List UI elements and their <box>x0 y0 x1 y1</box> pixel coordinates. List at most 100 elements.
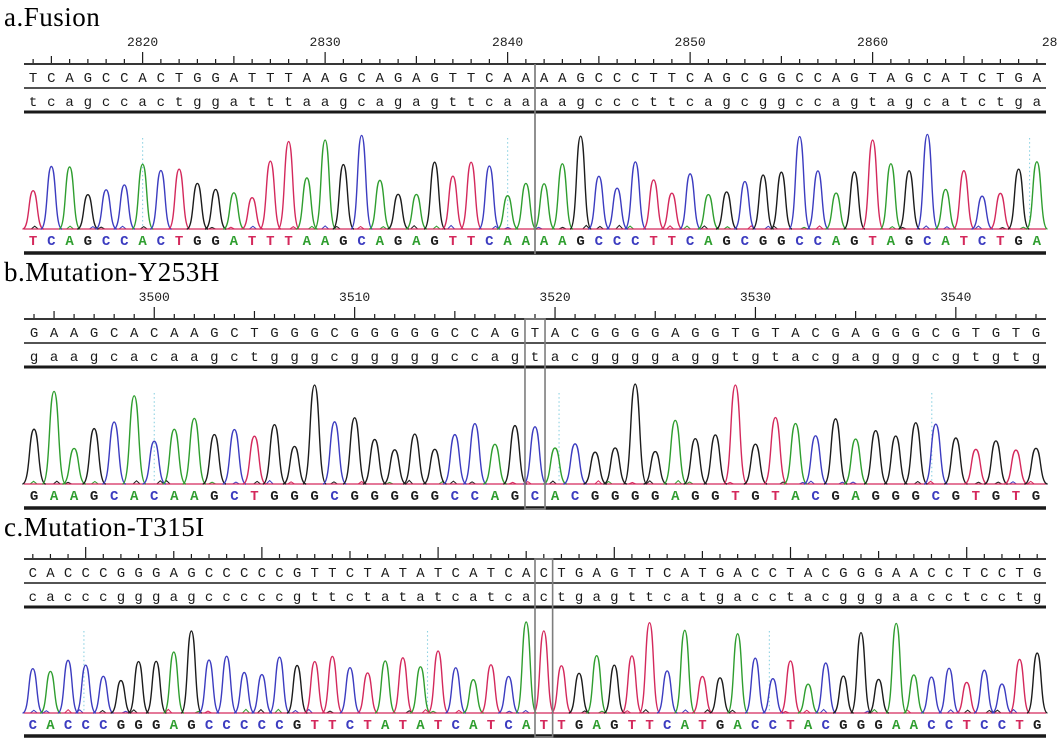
reference-base-lower: g <box>575 590 583 606</box>
reference-base-lower: c <box>471 350 479 366</box>
reference-base: G <box>777 71 785 87</box>
trace-peak <box>444 667 467 714</box>
called-base: T <box>487 718 495 734</box>
called-base: T <box>698 718 706 734</box>
trace-peak <box>182 417 207 485</box>
trace-peak <box>74 664 97 714</box>
reference-base: C <box>205 566 213 582</box>
trace-peak <box>462 422 488 485</box>
trace-peak <box>127 660 150 714</box>
trace-peak <box>642 179 665 230</box>
reference-base-lower: g <box>187 590 195 606</box>
panel-title-mutation-y253h: b.Mutation-Y253H <box>4 257 220 287</box>
trace-peak <box>703 434 728 485</box>
trace-peak <box>362 438 387 485</box>
trace-peak <box>356 672 379 714</box>
reference-base-lower: a <box>832 95 840 111</box>
reference-base: G <box>711 326 719 342</box>
trace-peak <box>303 660 326 714</box>
reference-base-lower: a <box>65 95 73 111</box>
trace-peak <box>241 197 264 230</box>
trace-peak <box>814 662 837 714</box>
reference-base-lower: t <box>248 95 256 111</box>
called-base: C <box>452 718 461 734</box>
reference-base-lower: c <box>504 590 512 606</box>
trace-peak <box>502 424 528 485</box>
called-base: C <box>64 718 73 734</box>
ruler-number: 2850 <box>675 35 706 50</box>
reference-base-lower: t <box>996 95 1004 111</box>
called-base: T <box>1015 718 1023 734</box>
reference-base-lower: g <box>270 350 278 366</box>
mutation-box <box>524 318 546 510</box>
called-base: G <box>777 234 785 250</box>
reference-base-lower: g <box>431 350 439 366</box>
trace-peak <box>302 384 327 485</box>
called-base: A <box>65 234 74 250</box>
trace-peak <box>963 448 988 485</box>
reference-base: T <box>963 566 971 582</box>
reference-base-lower: c <box>346 590 354 606</box>
called-base: T <box>284 234 292 250</box>
reference-base-lower: a <box>412 95 420 111</box>
trace-peak <box>883 435 909 485</box>
reference-base: T <box>649 71 657 87</box>
trace-peak <box>751 174 775 230</box>
trace-peak <box>920 676 943 714</box>
reference-base: T <box>467 71 475 87</box>
reference-base: G <box>117 566 125 582</box>
trace-peak <box>673 629 696 714</box>
reference-base-lower: a <box>46 590 54 606</box>
reference-base: T <box>731 326 739 342</box>
reference-base: G <box>591 326 599 342</box>
reference-base-lower: g <box>751 350 759 366</box>
reference-base: G <box>270 326 278 342</box>
reference-base: G <box>90 326 98 342</box>
ruler-number: 3500 <box>139 290 170 305</box>
panel-title-fusion: a.Fusion <box>4 2 101 32</box>
trace-peak <box>934 188 957 230</box>
called-base: T <box>363 718 371 734</box>
trace-peak <box>40 165 63 230</box>
trace-peak <box>656 670 679 714</box>
trace-peak <box>806 170 830 230</box>
reference-base-lower: t <box>628 590 636 606</box>
trace-peak <box>186 182 209 230</box>
called-base: T <box>731 489 739 505</box>
reference-base: C <box>741 71 749 87</box>
reference-base: C <box>923 71 931 87</box>
reference-base: G <box>293 566 301 582</box>
reference-base-lower: g <box>631 350 639 366</box>
trace-peak <box>222 428 247 485</box>
trace-peak <box>251 673 273 714</box>
reference-base: T <box>628 566 636 582</box>
trace-peak <box>222 192 245 230</box>
called-base: A <box>733 718 742 734</box>
called-base: A <box>522 234 531 250</box>
reference-base-lower: c <box>357 95 365 111</box>
trace-peak <box>726 633 749 714</box>
trace-peak <box>427 650 449 714</box>
reference-base: A <box>733 566 742 582</box>
reference-base-lower: c <box>595 95 603 111</box>
called-base: C <box>47 234 56 250</box>
trace-peak <box>145 660 168 714</box>
reference-base: G <box>391 326 399 342</box>
reference-base: C <box>978 71 986 87</box>
called-base: A <box>491 489 500 505</box>
trace-peak <box>142 440 167 485</box>
reference-base: G <box>193 71 201 87</box>
called-base: C <box>571 489 580 505</box>
called-base: T <box>328 718 336 734</box>
called-base: A <box>540 234 549 250</box>
reference-base-lower: g <box>871 350 879 366</box>
ruler-number: 3540 <box>940 290 971 305</box>
trace-peak <box>885 622 908 714</box>
called-base: G <box>591 489 599 505</box>
reference-base: C <box>613 71 621 87</box>
reference-base-lower: g <box>576 95 584 111</box>
trace-peak <box>569 135 592 230</box>
called-base: G <box>270 489 278 505</box>
called-base: G <box>511 489 519 505</box>
